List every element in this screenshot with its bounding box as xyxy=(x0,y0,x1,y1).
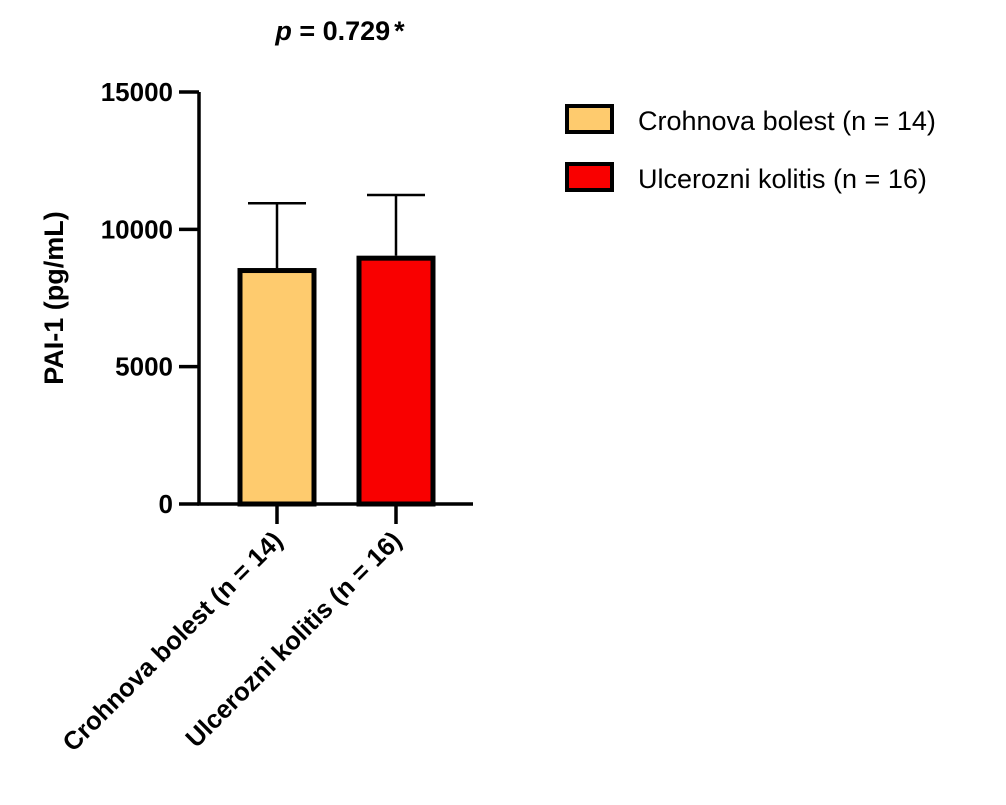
title-significance-mark: * xyxy=(394,16,405,46)
bar-2 xyxy=(356,255,436,507)
y-tick-label-5000: 5000 xyxy=(115,352,173,382)
bar-1 xyxy=(237,268,317,507)
y-axis-label: PAI-1 (pg/mL) xyxy=(39,211,69,384)
y-tick-label-15000: 15000 xyxy=(101,77,173,107)
plot-area: 0 5000 10000 15000 Crohnova bolest (n = 14)U… xyxy=(58,77,473,757)
chart-title: p = 0.729 * xyxy=(274,16,405,46)
legend-swatch-1 xyxy=(565,104,614,134)
x-tick-label-1: Crohnova bolest (n = 14) xyxy=(58,526,289,757)
legend-swatch-2 xyxy=(565,162,614,192)
y-tick-label-10000: 10000 xyxy=(101,214,173,244)
title-p-symbol: p xyxy=(274,16,292,46)
x-tick-label-2: Ulcerozni kolitis (n = 16) xyxy=(181,526,408,753)
legend: Crohnova bolest (n = 14) Ulcerozni koliti… xyxy=(565,104,936,194)
legend-label-2: Ulcerozni kolitis (n = 16) xyxy=(638,164,927,194)
legend-label-1: Crohnova bolest (n = 14) xyxy=(638,106,936,136)
title-p-value: = 0.729 xyxy=(292,16,390,46)
y-tick-label-0: 0 xyxy=(159,489,173,519)
